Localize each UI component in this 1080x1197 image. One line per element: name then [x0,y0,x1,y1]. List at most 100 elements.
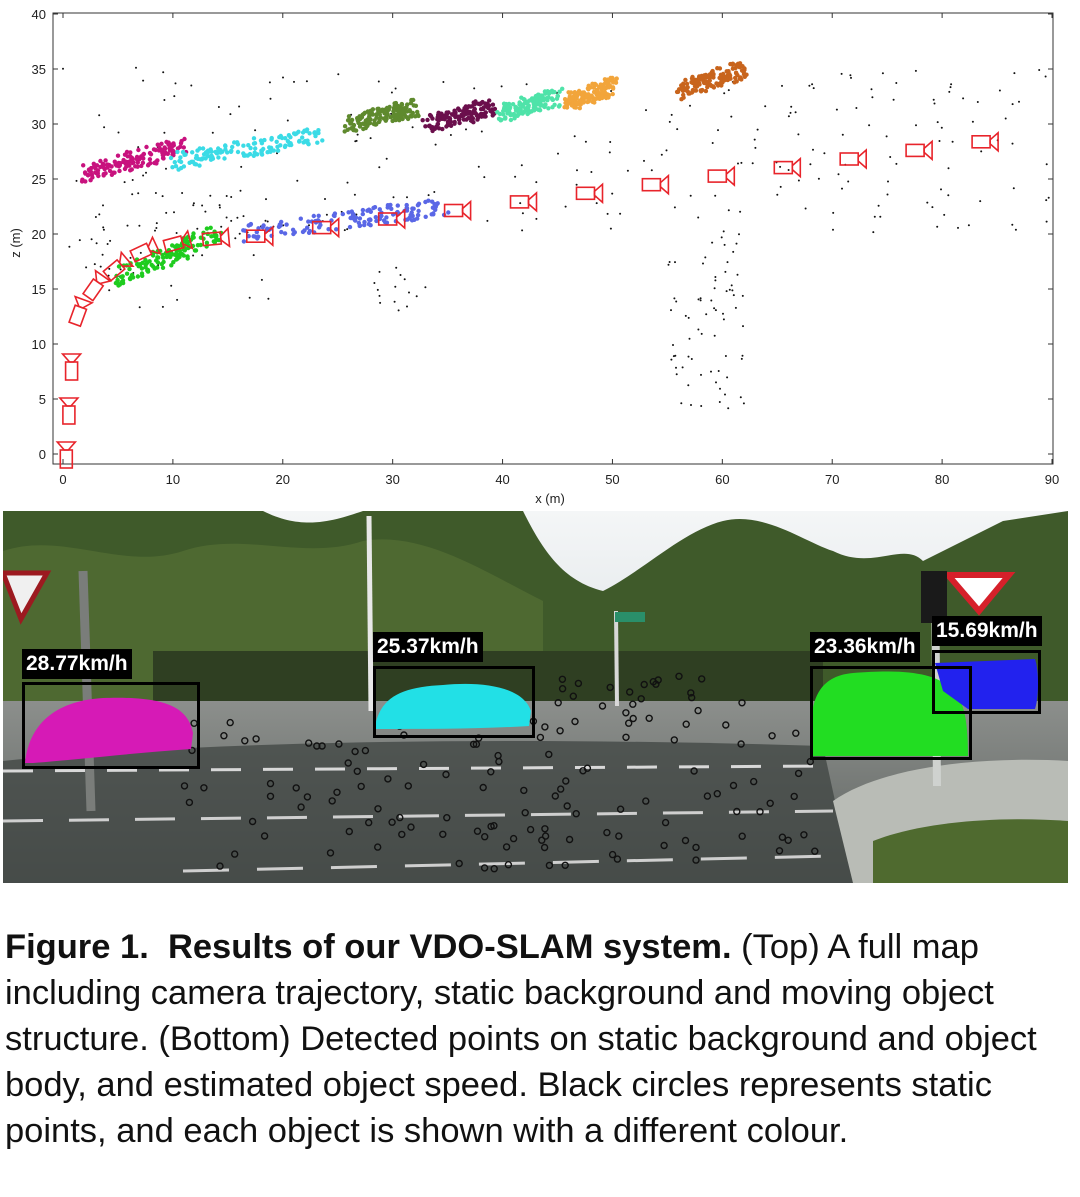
object-point [147,259,152,264]
static-point [850,76,852,79]
static-point [847,180,850,183]
static-point [308,224,310,227]
feature-point [305,739,313,747]
static-point [606,212,609,215]
static-point [385,157,388,160]
static-point [688,337,691,340]
static-point [817,177,820,180]
object-point [583,95,589,100]
camera-pose-icon [201,226,231,249]
object-point [600,95,605,101]
static-point [106,243,109,245]
x-axis-ticks: 0 10 20 30 40 50 60 70 80 90 [59,13,1059,487]
static-point [737,162,739,165]
object-point [279,219,284,225]
static-point [514,175,517,178]
static-point [131,193,134,196]
object-point [393,100,399,106]
static-point [732,294,735,297]
feature-point [615,832,623,840]
static-point [714,309,717,312]
static-point [926,201,929,204]
static-point [672,344,674,346]
object-point [166,140,171,145]
object-point [718,72,724,78]
feature-point [629,700,637,708]
static-point [173,95,176,98]
static-point [94,216,97,218]
static-point [209,194,212,197]
static-point [931,206,934,209]
feature-point [626,688,634,696]
static-point [192,254,195,257]
static-point [346,228,349,231]
object-point [525,107,531,113]
static-point [687,316,690,319]
object-point [546,106,551,111]
camera-pose-icon [102,250,135,282]
shadow [3,741,853,883]
object-point [193,162,199,167]
object-point [361,111,367,117]
object-point [374,218,379,224]
object-point [170,165,175,170]
static-point [689,104,691,107]
static-point [229,113,232,116]
feature-point [698,675,706,683]
object-point [519,95,524,100]
object-point [563,100,568,106]
static-point [980,150,983,153]
object-point [411,97,416,103]
object-point [141,151,147,157]
feature-point [396,813,404,822]
feature-point [495,757,503,766]
object-point [400,116,405,122]
object-point [413,103,419,109]
feature-point [551,792,559,800]
object-point [387,104,392,110]
static-point [238,232,241,235]
static-point [808,84,811,87]
static-point [155,222,158,225]
static-point [699,299,702,302]
static-point [914,69,917,72]
static-point [870,88,873,91]
object-point [117,163,123,168]
static-point [720,236,723,239]
feature-point [328,797,336,805]
feature-point [536,733,545,742]
feature-point [784,836,792,844]
speed-label-magenta: 28.77km/h [22,649,132,679]
static-point [811,83,814,86]
static-point [957,226,959,229]
static-point [520,164,523,167]
object-point [517,102,522,107]
object-point [710,68,715,74]
object-point [444,124,449,129]
static-point [754,146,757,149]
static-point [626,169,629,172]
static-point [936,225,939,228]
y-tick-label: 40 [32,7,46,22]
static-point [519,202,522,205]
static-point [181,192,184,194]
static-point [697,298,700,301]
object-point [472,106,477,112]
static-point [725,290,728,293]
static-point [201,254,204,257]
object-point [305,225,310,230]
feature-point [558,684,567,693]
object-point [388,115,393,120]
static-point [609,227,612,230]
object-point [372,205,378,210]
static-point [1011,223,1014,226]
speed-label-blue: 15.69km/h [932,616,1042,646]
camera-pose-icon [68,295,94,328]
object-point [300,229,306,235]
feature-point [230,850,239,858]
object-point [581,100,586,105]
feature-point [642,797,650,805]
feature-point [260,832,269,840]
object-point [366,119,371,125]
feature-point [241,737,249,745]
